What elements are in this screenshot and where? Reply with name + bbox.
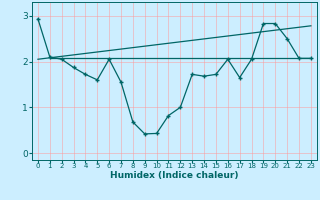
X-axis label: Humidex (Indice chaleur): Humidex (Indice chaleur): [110, 171, 239, 180]
